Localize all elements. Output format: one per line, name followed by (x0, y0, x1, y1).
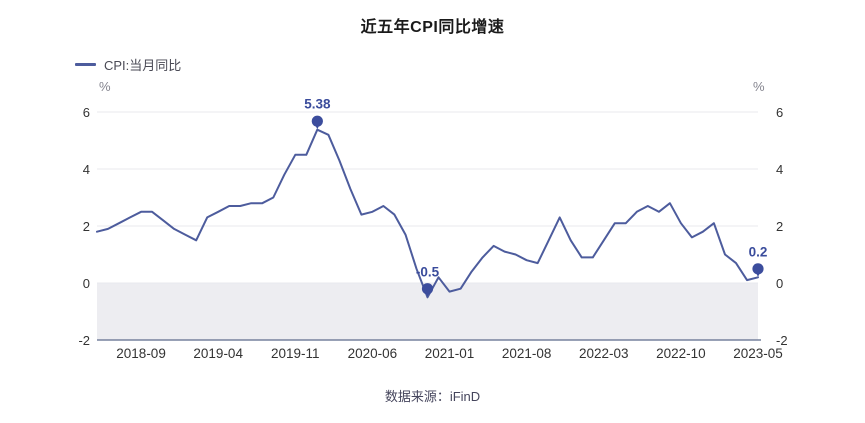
x-tick-label: 2020-06 (348, 346, 398, 361)
x-tick-label: 2022-10 (656, 346, 706, 361)
marker-pin (311, 115, 323, 127)
marker-label: 5.38 (304, 97, 331, 112)
cpi-line (96, 128, 759, 299)
data-source: 数据来源：iFinD (384, 389, 481, 404)
x-tick-label: 2018-09 (116, 346, 166, 361)
y-axis-unit-left: % (99, 79, 111, 94)
y-tick-label-left: 6 (83, 105, 90, 120)
x-tick-label: 2019-04 (193, 346, 243, 361)
y-tick-label-right: 4 (776, 162, 783, 177)
y-tick-label-left: 2 (83, 219, 90, 234)
x-tick-label: 2021-01 (425, 346, 475, 361)
y-tick-label-left: -2 (78, 333, 90, 348)
y-tick-label-right: -2 (776, 333, 788, 348)
marker-label: 0.2 (749, 244, 768, 259)
y-axis-unit-right: % (753, 79, 765, 94)
y-tick-label-right: 6 (776, 105, 783, 120)
legend-line-icon (75, 63, 96, 66)
legend-item-cpi[interactable]: CPI:当月同比 (75, 55, 181, 74)
x-tick-label: 2022-03 (579, 346, 629, 361)
marker-pin (752, 263, 764, 275)
chart-title: 近五年CPI同比增速 (360, 19, 505, 36)
legend-label: CPI:当月同比 (104, 58, 182, 73)
y-tick-label-right: 2 (776, 219, 783, 234)
marker-label: -0.5 (416, 264, 440, 279)
y-tick-label-left: 4 (83, 162, 90, 177)
y-tick-label-right: 0 (776, 276, 783, 291)
y-tick-label-left: 0 (83, 276, 90, 291)
x-tick-label: 2023-05 (733, 346, 783, 361)
x-tick-label: 2019-11 (271, 346, 320, 361)
x-tick-label: 2021-08 (502, 346, 552, 361)
marker-pin (421, 283, 434, 295)
